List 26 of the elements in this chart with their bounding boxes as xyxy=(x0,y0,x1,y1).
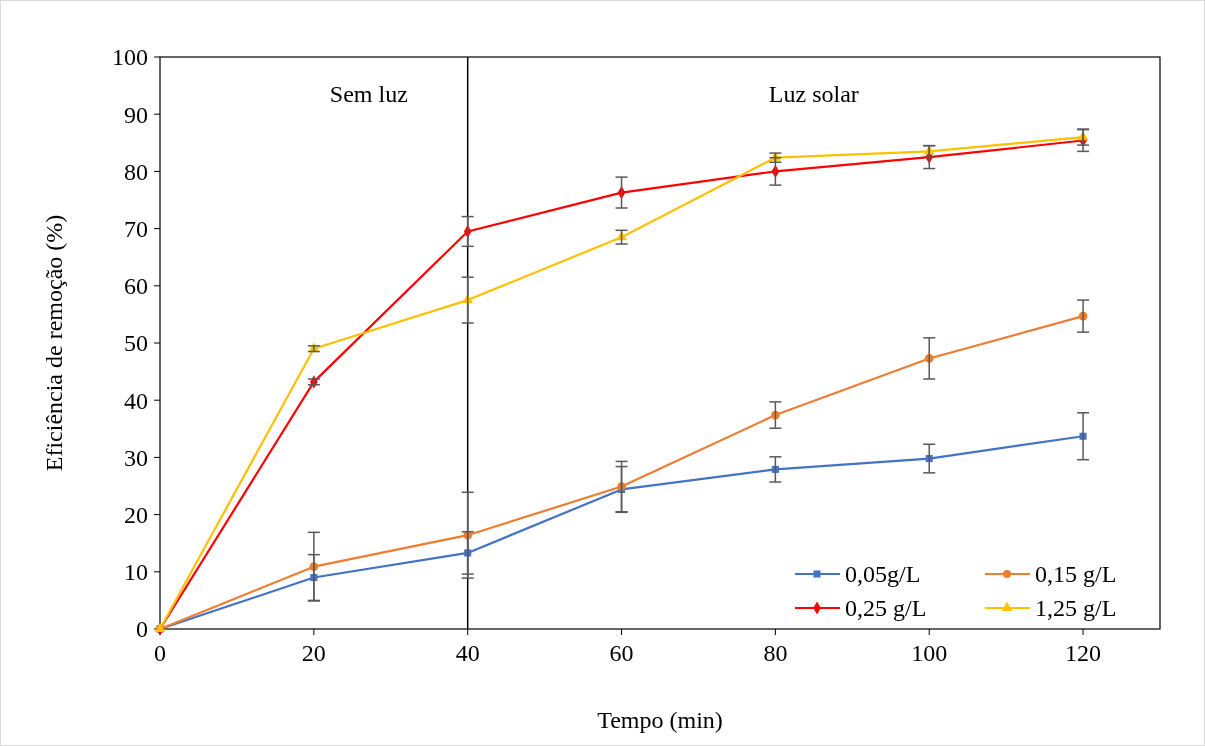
legend-label: 0,25 g/L xyxy=(845,595,927,622)
y-tick-label: 100 xyxy=(112,44,148,71)
x-tick-label: 120 xyxy=(1065,640,1102,666)
x-tick-label: 40 xyxy=(455,640,480,666)
x-tick-label: 20 xyxy=(301,640,326,666)
legend-label: 0,05g/L xyxy=(845,561,921,588)
annotation: Luz solar xyxy=(768,81,859,107)
y-axis-title: Eficiência de remoção (%) xyxy=(41,214,67,472)
y-tick-label: 20 xyxy=(124,502,148,528)
annotation: Sem luz xyxy=(329,81,408,107)
y-tick-label: 40 xyxy=(124,387,148,414)
y-tick-label: 30 xyxy=(124,444,148,471)
x-tick-label: 60 xyxy=(609,640,634,666)
y-tick-label: 10 xyxy=(124,559,148,586)
y-tick-label: 60 xyxy=(124,273,148,300)
x-tick-label: 100 xyxy=(911,640,948,666)
y-tick-label: 0 xyxy=(136,616,148,643)
y-tick-label: 80 xyxy=(124,158,148,185)
legend-label: 0,15 g/L xyxy=(1035,561,1117,588)
y-tick-label: 50 xyxy=(124,330,148,357)
y-tick-label: 70 xyxy=(124,216,148,242)
x-tick-label: 0 xyxy=(154,640,166,666)
legend-label: 1,25 g/L xyxy=(1035,595,1117,622)
y-tick-label: 90 xyxy=(124,101,148,128)
x-tick-label: 80 xyxy=(763,640,788,666)
x-axis-title: Tempo (min) xyxy=(597,707,723,733)
